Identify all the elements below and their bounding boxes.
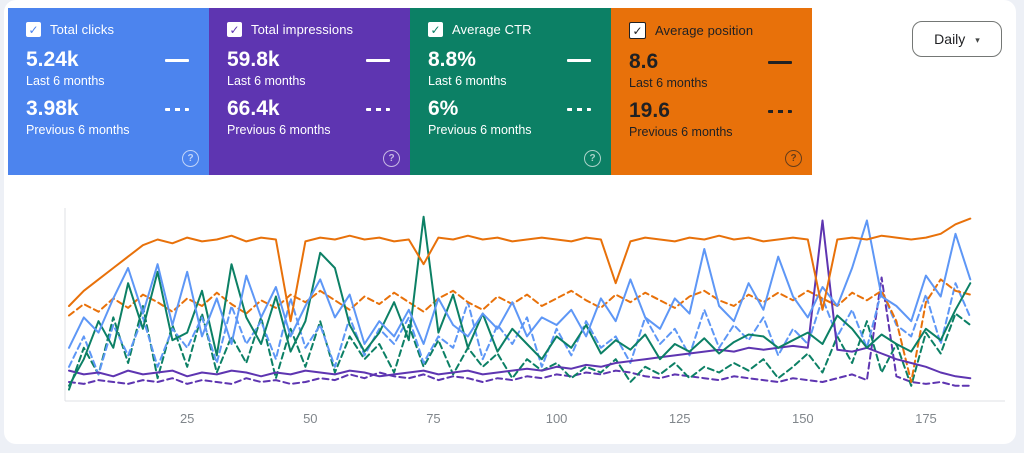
metric-card-title: Total clicks bbox=[50, 22, 115, 37]
metric-current-label: Last 6 months bbox=[26, 74, 105, 88]
x-axis-tick-label: 100 bbox=[546, 411, 568, 426]
x-axis-tick-label: 175 bbox=[915, 411, 937, 426]
metric-current-label: Last 6 months bbox=[629, 76, 708, 90]
solid-line-legend-icon bbox=[768, 60, 792, 64]
metric-previous-value: 6% bbox=[428, 97, 459, 120]
chart-series-line bbox=[68, 215, 972, 387]
x-axis-tick-label: 50 bbox=[303, 411, 317, 426]
metric-current-value: 59.8k bbox=[227, 48, 280, 71]
metric-card-average-position[interactable]: ✓ Average position 8.6 Last 6 months 19.6 Pre… bbox=[611, 8, 812, 175]
chart-series-line bbox=[68, 276, 972, 387]
interval-dropdown[interactable]: Daily ▾ bbox=[912, 21, 1002, 57]
metric-card-title: Average CTR bbox=[452, 22, 532, 37]
solid-line-legend-icon bbox=[567, 58, 591, 62]
x-axis-tick-label: 150 bbox=[792, 411, 814, 426]
solid-line-legend-icon bbox=[366, 58, 390, 62]
interval-dropdown-label: Daily bbox=[934, 31, 966, 47]
help-icon[interactable]: ? bbox=[383, 150, 400, 167]
metric-checkbox-checked-icon[interactable]: ✓ bbox=[26, 22, 41, 37]
chevron-down-icon: ▾ bbox=[975, 34, 980, 45]
metric-previous-label: Previous 6 months bbox=[26, 123, 130, 137]
chart-series-line bbox=[68, 219, 972, 349]
chart-series-line bbox=[68, 282, 972, 376]
metric-current-value: 8.6 bbox=[629, 50, 659, 73]
x-axis-tick-label: 75 bbox=[426, 411, 440, 426]
metric-card-average-ctr[interactable]: ✓ Average CTR 8.8% Last 6 months 6% Previous … bbox=[410, 8, 611, 175]
metric-previous-value: 3.98k bbox=[26, 97, 79, 120]
dashed-line-legend-icon bbox=[165, 107, 189, 111]
metric-previous-value: 19.6 bbox=[629, 99, 670, 122]
help-icon[interactable]: ? bbox=[584, 150, 601, 167]
metric-current-label: Last 6 months bbox=[428, 74, 507, 88]
dashed-line-legend-icon bbox=[768, 109, 792, 113]
help-icon[interactable]: ? bbox=[182, 150, 199, 167]
help-icon[interactable]: ? bbox=[785, 150, 802, 167]
metric-previous-label: Previous 6 months bbox=[629, 125, 733, 139]
metric-current-value: 8.8% bbox=[428, 48, 476, 71]
x-axis-tick-label: 125 bbox=[669, 411, 691, 426]
metric-card-total-clicks[interactable]: ✓ Total clicks 5.24k Last 6 months 3.98k Prev… bbox=[8, 8, 209, 175]
chart-canvas[interactable]: 25 50 75 100 125 150 175 bbox=[0, 196, 1024, 436]
x-axis-tick-label: 25 bbox=[180, 411, 194, 426]
metric-checkbox-checked-icon[interactable]: ✓ bbox=[428, 22, 443, 37]
metric-checkbox-checked-icon[interactable]: ✓ bbox=[629, 22, 646, 39]
solid-line-legend-icon bbox=[165, 58, 189, 62]
metric-checkbox-checked-icon[interactable]: ✓ bbox=[227, 22, 242, 37]
performance-chart[interactable]: 25 50 75 100 125 150 175 bbox=[0, 196, 1024, 436]
dashed-line-legend-icon bbox=[366, 107, 390, 111]
metric-previous-value: 66.4k bbox=[227, 97, 280, 120]
metric-previous-label: Previous 6 months bbox=[428, 123, 532, 137]
metric-current-value: 5.24k bbox=[26, 48, 79, 71]
chart-series-line bbox=[68, 219, 972, 380]
dashed-line-legend-icon bbox=[567, 107, 591, 111]
metric-card-total-impressions[interactable]: ✓ Total impressions 59.8k Last 6 months 66.4… bbox=[209, 8, 410, 175]
metric-previous-label: Previous 6 months bbox=[227, 123, 331, 137]
metric-card-title: Total impressions bbox=[251, 22, 354, 37]
metric-current-label: Last 6 months bbox=[227, 74, 306, 88]
chart-series-line bbox=[68, 217, 972, 323]
metric-card-title: Average position bbox=[655, 23, 754, 38]
